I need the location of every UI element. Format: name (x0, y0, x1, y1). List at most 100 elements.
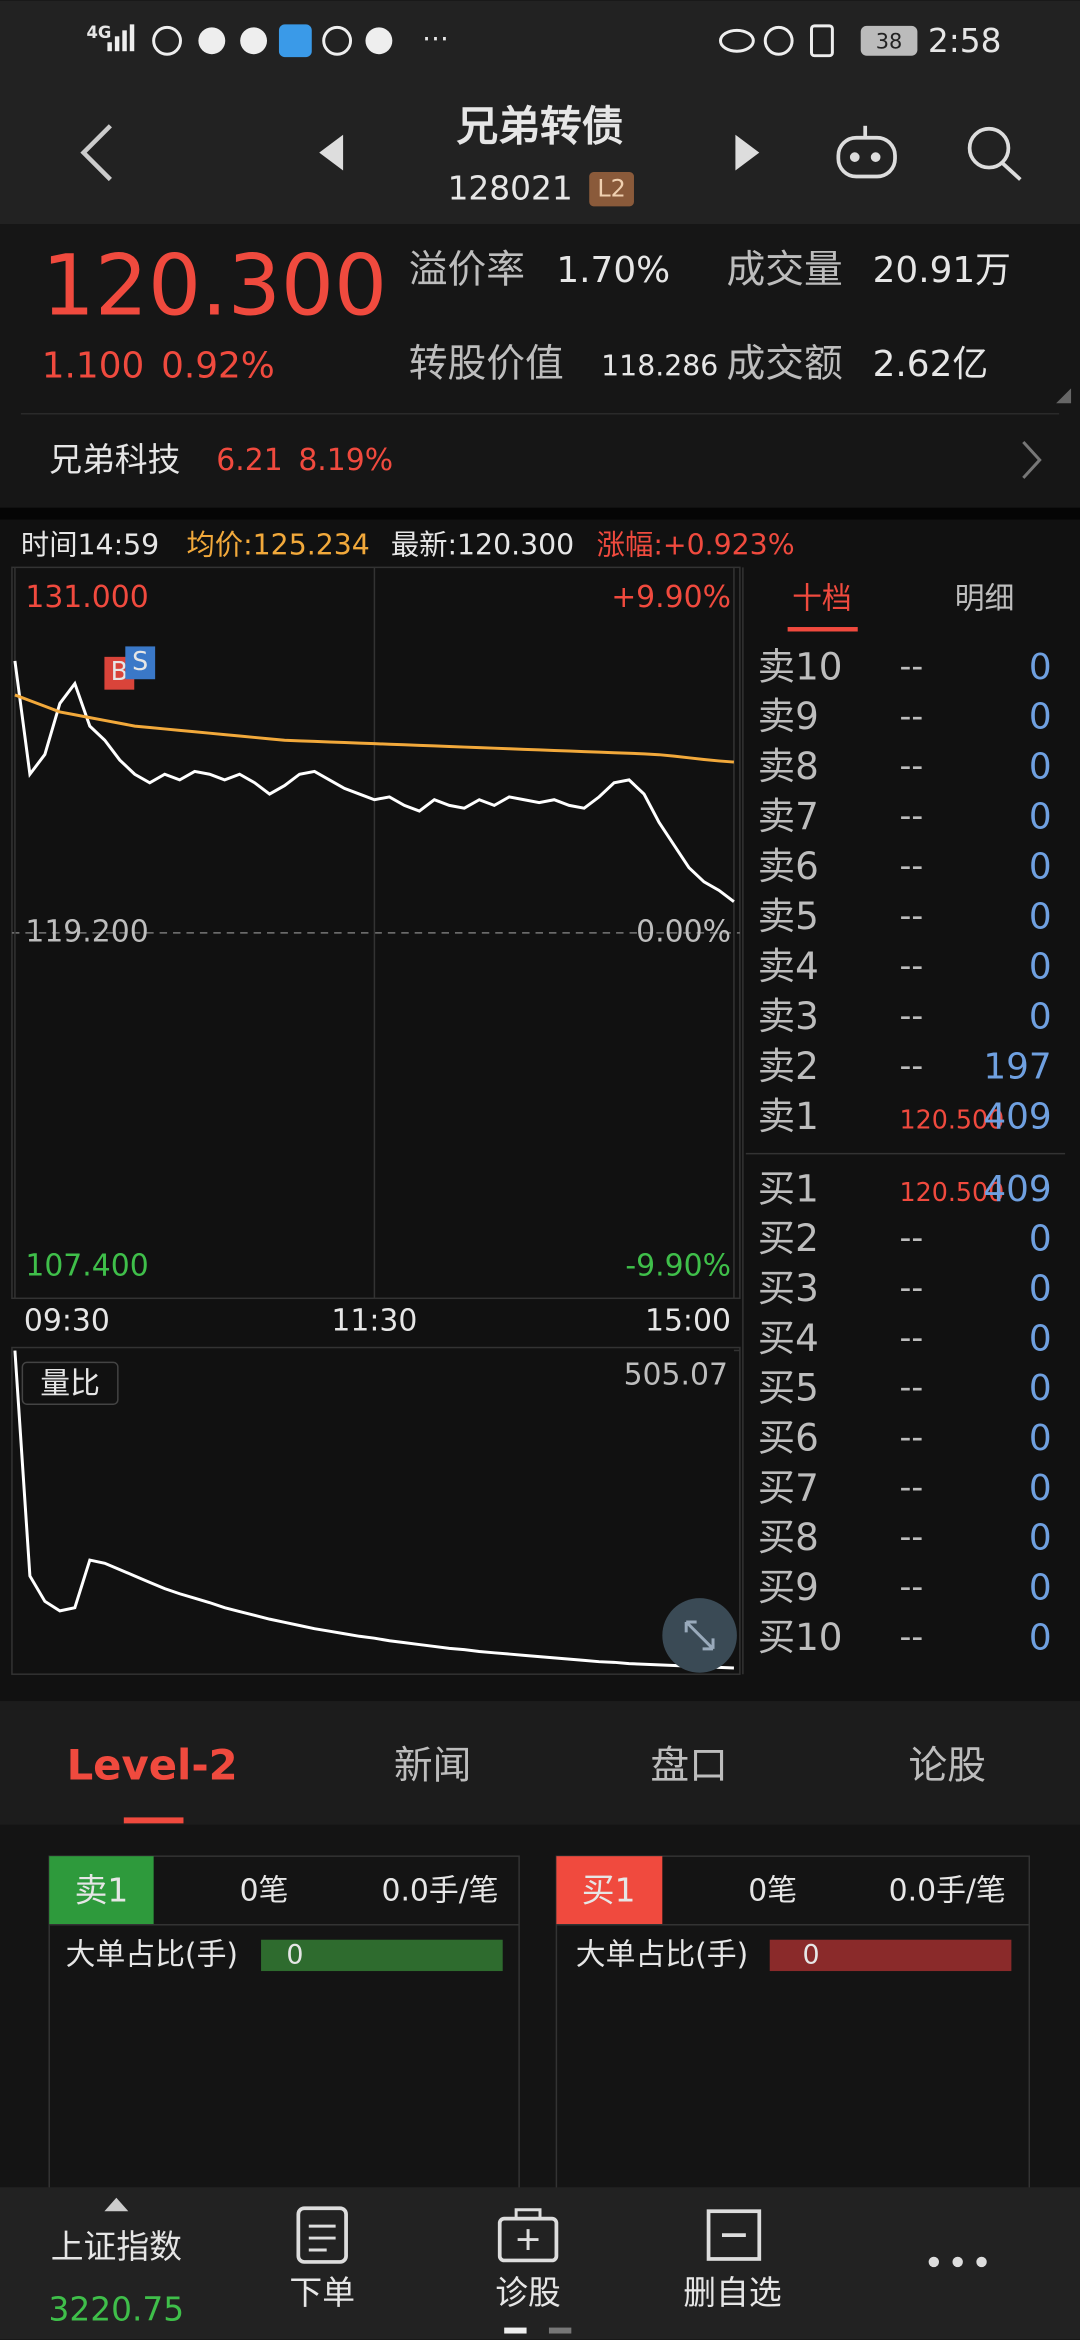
book-label: 卖5 (758, 894, 819, 938)
robot-button[interactable] (836, 125, 897, 179)
y2-tick-label: -9.90% (625, 1248, 731, 1283)
change: 1.100 (42, 345, 144, 386)
book-price: -- (900, 947, 924, 985)
tab[interactable]: Level-2 (67, 1741, 238, 1790)
expand-button[interactable] (662, 1598, 737, 1673)
volume-frame (11, 1346, 741, 1675)
book-price: 120.500 (900, 1105, 1005, 1135)
badge: L2 (597, 174, 625, 202)
app-icons: ⋯ (152, 23, 449, 58)
book-volume: 409 (983, 1169, 1051, 1210)
book-volume: 0 (1029, 897, 1052, 938)
volume-label-box (21, 1361, 119, 1405)
y2-tick-label: +9.90% (611, 580, 731, 615)
info-change: 涨幅:+0.923% (597, 528, 795, 561)
book-volume: 0 (1029, 1567, 1052, 1608)
trade-marker-bg (125, 646, 156, 680)
index-value: 3220.75 (49, 2291, 185, 2329)
book-label: 买10 (758, 1615, 843, 1659)
stat-value: 20.91万 (873, 250, 1011, 291)
underlying-change: 8.19% (298, 443, 393, 478)
svg-text:⋯: ⋯ (422, 23, 449, 54)
network: 4G (87, 23, 112, 42)
y-tick-label: 131.000 (25, 580, 148, 615)
book-label: 买4 (758, 1316, 819, 1360)
book-tab[interactable]: 十档 (792, 582, 852, 617)
book-label: 买8 (758, 1515, 819, 1559)
tabs-bg (0, 1701, 1080, 1825)
stat-value: 118.286 (601, 349, 718, 382)
buy-tag-bg (556, 1856, 663, 1925)
book-label: 卖2 (758, 1044, 819, 1088)
book-price: -- (900, 1318, 924, 1356)
book-volume: 0 (1029, 1518, 1052, 1559)
tab[interactable]: 新闻 (394, 1744, 472, 1789)
book-volume: 0 (1029, 1269, 1052, 1310)
sell-count: 0笔 (240, 1873, 289, 1908)
remove-watch-button[interactable]: 删自选 (683, 2209, 782, 2312)
book-price: -- (900, 1219, 924, 1257)
book-tab[interactable]: 明细 (955, 582, 1015, 617)
tab[interactable]: 盘口 (650, 1744, 728, 1789)
more-button[interactable] (928, 2256, 987, 2268)
book-label: 买7 (758, 1465, 819, 1509)
tab-underline (123, 1817, 184, 1824)
volume-chart: 505.07 (13, 1349, 740, 1670)
page-indicator (548, 2327, 572, 2334)
quote-bg (0, 224, 1080, 508)
stat-label: 成交量 (726, 247, 842, 292)
y-tick-label: 505.07 (624, 1357, 728, 1392)
tab[interactable]: 论股 (908, 1744, 986, 1789)
next-button[interactable] (735, 134, 760, 171)
buy-count: 0笔 (748, 1873, 797, 1908)
nav-label: 删自选 (683, 2274, 781, 2312)
sell-ratio-label: 大单占比(手) (66, 1938, 238, 1973)
book-label: 卖9 (758, 694, 819, 738)
underlying-price: 6.21 (216, 443, 282, 478)
search-button[interactable] (967, 126, 1022, 181)
x-tick-label: 09:30 (24, 1304, 110, 1339)
book-price: -- (900, 647, 924, 685)
separator (0, 507, 1080, 520)
diagnose-button[interactable]: 诊股 (495, 2208, 561, 2313)
buy-tag: 买1 (582, 1871, 636, 1909)
y-tick-label: 119.200 (25, 914, 148, 949)
book-volume: 0 (1029, 847, 1052, 888)
book-price: -- (900, 897, 924, 935)
book-price: -- (900, 847, 924, 885)
sell-tag: 卖1 (75, 1871, 129, 1909)
price: 120.300 (42, 236, 387, 334)
info-avg: 均价:125.234 (186, 528, 369, 561)
back-button[interactable] (80, 124, 112, 182)
book-price: -- (900, 1269, 924, 1307)
index-button[interactable]: 上证指数 3220.75 (49, 2197, 185, 2329)
book-price: -- (900, 747, 924, 785)
book-label: 买9 (758, 1565, 819, 1609)
order-button[interactable]: 下单 (289, 2206, 355, 2312)
order-book: 卖10 -- 0卖9 -- 0卖8 -- 0卖7 -- 0卖6 -- 0卖5 -- 0卖4 -- 0卖3 --… (758, 644, 1052, 1659)
prev-button[interactable] (319, 134, 344, 171)
sell-avg: 0.0手/笔 (381, 1873, 498, 1908)
book-volume: 0 (1029, 1368, 1052, 1409)
book-price: -- (900, 1468, 924, 1506)
underlying-row[interactable]: 兄弟科技 6.21 8.19% (49, 441, 1042, 479)
book-price: -- (900, 1518, 924, 1556)
volume-label: 量比 (40, 1366, 100, 1401)
book-volume: 0 (1029, 1468, 1052, 1509)
trade-marker: S (132, 646, 148, 676)
stat-label: 成交额 (726, 341, 842, 386)
sell-ratio: 0 (286, 1940, 303, 1971)
chart-bg (0, 519, 1080, 1702)
sell-ratio-bar (261, 1939, 503, 1972)
info-time: 时间14:59 (21, 528, 159, 561)
buy-ratio-label: 大单占比(手) (576, 1938, 748, 1973)
book-volume: 197 (983, 1047, 1051, 1088)
y2-tick-label: 0.00% (636, 914, 731, 949)
book-label: 买3 (758, 1266, 819, 1310)
book-label: 卖10 (758, 644, 843, 688)
change-pct: 0.92% (161, 345, 275, 386)
stat-value: 1.70% (556, 250, 670, 291)
book-label: 买6 (758, 1416, 819, 1460)
